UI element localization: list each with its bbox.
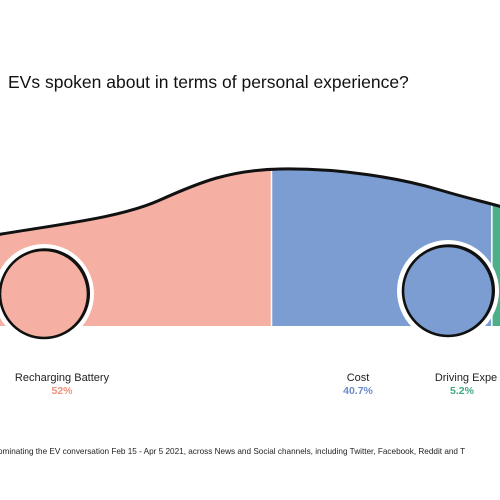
rear-wheel-rim [402,244,496,337]
chart-title: EVs spoken about in terms of personal ex… [8,72,409,92]
value-label-recharging-battery: 52% [51,385,73,397]
front-wheel [0,250,88,338]
category-label-cost: Cost [346,372,370,384]
category-label-driving-expe: Driving Expe [434,372,498,384]
segment-driving-expe [491,168,500,326]
front-wheel-rim [0,248,91,339]
value-label-driving-expe: 5.2% [450,385,474,397]
value-label-cost: 40.7% [343,385,373,397]
footnote: ominating the EV conversation Feb 15 - A… [0,447,466,456]
category-label-recharging-battery: Recharging Battery [14,372,110,384]
car-roof-outline [0,167,500,236]
rear-wheel [403,246,493,336]
